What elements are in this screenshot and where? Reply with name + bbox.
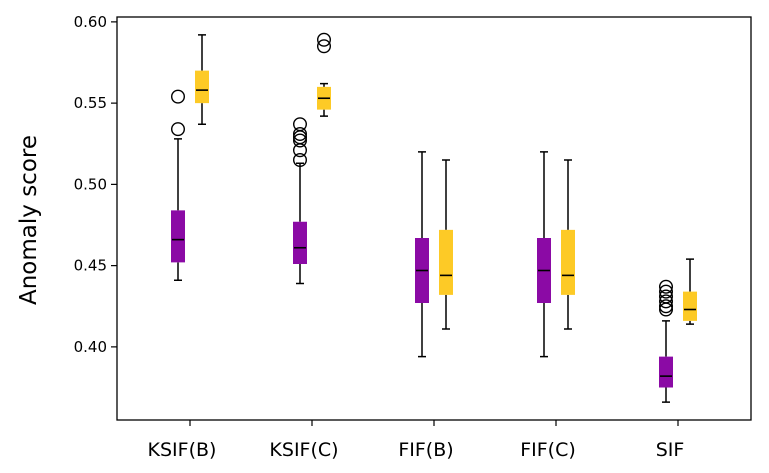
outlier-point [659,284,674,299]
box-body [439,229,453,295]
box-fifc-2 [561,159,575,330]
y-axis: 0.40 0.45 0.50 0.55 0.60 [74,13,117,356]
y-axis-label: Anomaly score [16,135,42,305]
box-ksifc-2 [317,32,332,117]
box-body [683,291,697,321]
outlier-point [659,279,674,294]
outlier-point [293,126,308,141]
y-tick-label: 0.50 [74,175,107,193]
box-sif-1 [659,279,674,403]
outlier-point [170,89,185,104]
plot-area [170,32,697,403]
y-tick-label: 0.40 [74,338,107,356]
outlier-point [317,32,332,47]
box-ksifc-1 [293,117,308,285]
outlier-point [659,299,674,314]
box-body [659,356,673,388]
box-fifb-1 [415,151,429,358]
outlier-point [170,122,185,137]
x-tick-label: KSIF(C) [269,439,338,461]
box-sif-2 [683,258,697,325]
box-fifb-2 [439,159,453,330]
x-axis: KSIF(B) KSIF(C) FIF(B) FIF(C) SIF [148,420,685,461]
x-tick-label: KSIF(B) [148,439,217,461]
y-tick-label: 0.45 [74,257,107,275]
outlier-point [293,152,308,167]
x-tick-label: FIF(B) [398,439,453,461]
outlier-point [293,133,308,148]
box-ksifb-1 [170,89,185,281]
outlier-point [659,302,674,317]
box-body [171,210,185,263]
box-fifc-1 [537,151,551,358]
plot-frame [116,16,752,421]
outlier-point [293,130,308,145]
y-tick-label: 0.55 [74,94,107,112]
outlier-point [317,39,332,54]
outlier-point [293,143,308,158]
y-tick-label: 0.60 [74,13,107,31]
box-body [561,229,575,295]
outlier-point [659,294,674,309]
box-body [293,221,307,264]
x-tick-label: FIF(C) [520,439,576,461]
box-body [195,70,209,104]
box-ksifb-2 [195,34,209,125]
x-tick-label: SIF [656,439,685,461]
